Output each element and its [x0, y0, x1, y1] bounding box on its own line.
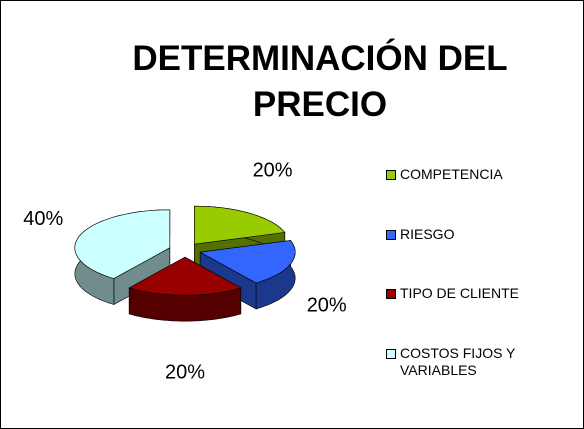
slice — [199, 240, 296, 284]
data-label: 20% — [253, 160, 293, 182]
slice — [194, 205, 286, 245]
legend-swatch — [386, 348, 396, 359]
legend-label: RIESGO — [400, 225, 455, 242]
data-label: 20% — [165, 361, 205, 383]
data-label: 20% — [307, 294, 347, 316]
legend-label: COMPETENCIA — [400, 166, 503, 182]
legend-label: TIPO DE CLIENTE — [400, 285, 520, 301]
legend-swatch — [386, 170, 396, 180]
chart-title: DETERMINACIÓN DEL PRECIO — [132, 39, 508, 124]
slice — [128, 256, 242, 296]
data-label: 40% — [23, 208, 63, 230]
legend-swatch — [386, 229, 396, 240]
legend-swatch — [386, 289, 396, 299]
slice — [74, 209, 171, 279]
legend-label: COSTOS FIJOS Y VARIABLES — [400, 344, 516, 378]
